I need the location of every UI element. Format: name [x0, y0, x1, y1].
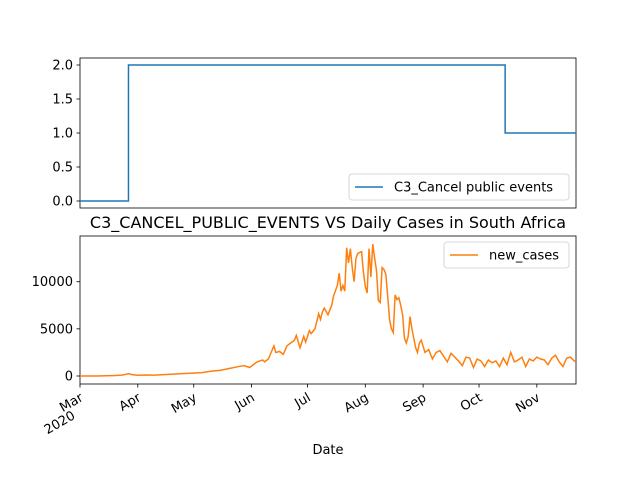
bottom-axes-frame — [79, 235, 577, 385]
top-legend: C3_Cancel public events — [348, 173, 570, 201]
x-tick-label-jun: Jun — [232, 390, 258, 414]
top-y-tick-label-2-0: 2.0 — [52, 59, 73, 74]
bottom-chart-title: C3_CANCEL_PUBLIC_EVENTS VS Daily Cases i… — [90, 213, 566, 233]
x-tick-label-oct: Oct — [458, 390, 485, 414]
x-tick-label-nov: Nov — [513, 390, 543, 416]
x-tick-label-jul: Jul — [292, 390, 314, 411]
bottom-legend-label: new_cases — [489, 249, 559, 264]
top-y-tick-label-1-0: 1.0 — [52, 127, 73, 142]
x-tick-label-may: May — [169, 390, 200, 417]
bottom-legend-box — [443, 241, 570, 269]
series-line-new-cases — [79, 243, 577, 377]
x-tick-sublabel-year: 2020 — [42, 408, 78, 438]
x-tick-label-sep: Sep — [400, 390, 429, 415]
top-legend-box — [348, 173, 570, 201]
x-tick-label-aug: Aug — [342, 390, 371, 416]
bottom-y-ticks: 0 5000 10000 — [32, 275, 80, 385]
bottom-legend: new_cases — [443, 241, 570, 269]
top-y-tick-label-1-5: 1.5 — [52, 93, 73, 108]
bottom-y-tick-label-10000: 10000 — [32, 275, 73, 290]
top-subplot: 0.0 0.5 1.0 1.5 2.0 C3_Cancel public events — [52, 57, 577, 210]
x-axis-label: Date — [312, 443, 343, 458]
series-line-c3-cancel-public-events — [80, 64, 576, 202]
bottom-subplot: C3_CANCEL_PUBLIC_EVENTS VS Daily Cases i… — [32, 213, 577, 458]
top-legend-label: C3_Cancel public events — [394, 181, 553, 196]
top-y-tick-label-0-5: 0.5 — [52, 161, 73, 176]
top-y-tick-label-0-0: 0.0 — [52, 195, 73, 210]
x-tick-label-apr: Apr — [117, 390, 145, 415]
top-y-ticks: 0.0 0.5 1.0 1.5 2.0 — [52, 59, 80, 210]
bottom-y-tick-label-0: 0 — [65, 370, 73, 385]
bottom-y-tick-label-5000: 5000 — [40, 322, 73, 337]
